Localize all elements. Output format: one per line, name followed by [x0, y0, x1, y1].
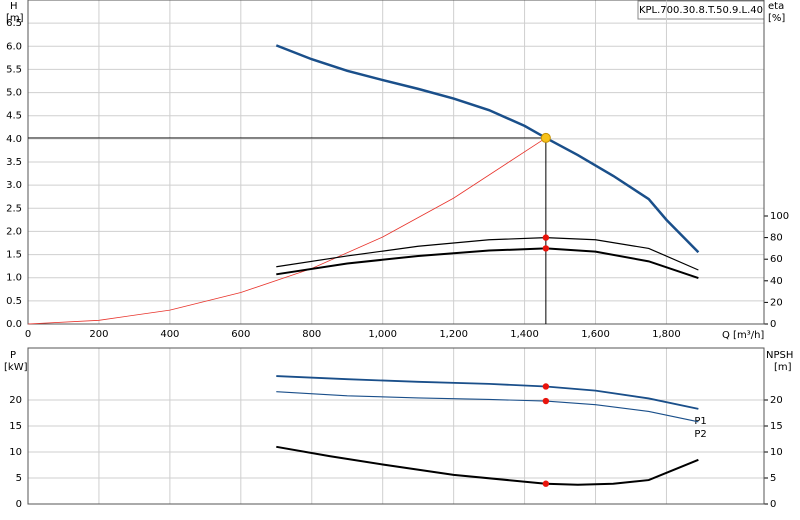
y2-label: eta — [768, 1, 784, 12]
plot-frame — [27, 347, 765, 505]
chart-title: KPL.700.30.8.T.50.9.L.40 — [639, 5, 763, 16]
y-tick-label: 6.5 — [6, 18, 22, 29]
series-line — [276, 445, 699, 486]
x-tick-label: 1,400 — [510, 329, 539, 340]
y-tick-label: 10 — [9, 447, 22, 458]
plot-frame — [27, 0, 765, 325]
y-tick-label: 3.5 — [6, 157, 22, 168]
series-line — [276, 391, 699, 423]
series-line — [276, 247, 699, 280]
y-tick-label: 1.5 — [6, 250, 22, 261]
operating-dot — [542, 397, 550, 405]
operating-dot — [542, 480, 550, 487]
series-label: P1 — [694, 416, 706, 427]
y2-tick-label: 15 — [770, 421, 783, 432]
y2-unit: [m] — [774, 362, 792, 373]
y2-tick-label: 100 — [770, 211, 789, 222]
y-label: P — [10, 350, 16, 361]
y2-label: NPSH — [766, 350, 793, 361]
y2-tick-label: 60 — [770, 254, 783, 265]
x-tick-label: 0 — [25, 329, 31, 340]
y-tick-label: 3.0 — [6, 180, 22, 191]
y-unit: [kW] — [4, 362, 28, 373]
operating-dot — [542, 245, 550, 252]
x-tick-label: 1,600 — [581, 329, 610, 340]
y-label: H — [10, 1, 18, 12]
y2-tick-label: 0 — [770, 499, 776, 510]
x-tick-label: 600 — [231, 329, 250, 340]
x-tick-label: 400 — [160, 329, 179, 340]
y-tick-label: 5.0 — [6, 88, 22, 99]
y-tick-label: 0.5 — [6, 296, 22, 307]
y2-tick-label: 5 — [770, 473, 776, 484]
x-tick-label: 1,200 — [439, 329, 468, 340]
y-tick-label: 4.5 — [6, 111, 22, 122]
y-tick-label: 4.0 — [6, 134, 22, 145]
y-tick-label: 0 — [16, 499, 22, 510]
y-tick-label: 1.0 — [6, 273, 22, 284]
y-tick-label: 0.0 — [6, 319, 22, 330]
x-tick-label: 1,000 — [368, 329, 397, 340]
y-tick-label: 2.5 — [6, 203, 22, 214]
series-label: P2 — [694, 429, 706, 440]
y-unit: [m] — [6, 13, 24, 24]
series-line — [275, 44, 700, 254]
y2-tick-label: 80 — [770, 233, 783, 244]
y2-tick-label: 20 — [770, 297, 783, 308]
x-label: Q [m³/h] — [722, 330, 764, 341]
operating-point — [540, 132, 551, 143]
y-tick-label: 15 — [9, 421, 22, 432]
y-tick-label: 20 — [9, 395, 22, 406]
y2-tick-label: 40 — [770, 276, 783, 287]
y-tick-label: 2.0 — [6, 226, 22, 237]
y-tick-label: 5.5 — [6, 64, 22, 75]
y2-unit: [%] — [768, 13, 785, 24]
x-tick-label: 800 — [302, 329, 321, 340]
series-line — [276, 375, 699, 410]
x-tick-label: 200 — [89, 329, 108, 340]
y2-tick-label: 10 — [770, 447, 783, 458]
series-line — [276, 236, 699, 271]
x-tick-label: 1,800 — [652, 329, 681, 340]
y2-tick-label: 20 — [770, 395, 783, 406]
operating-dot — [542, 234, 550, 241]
series-line — [27, 137, 547, 325]
operating-dot — [542, 383, 550, 390]
y-tick-label: 5 — [16, 473, 22, 484]
y2-tick-label: 0 — [770, 319, 776, 330]
y-tick-label: 6.0 — [6, 41, 22, 52]
